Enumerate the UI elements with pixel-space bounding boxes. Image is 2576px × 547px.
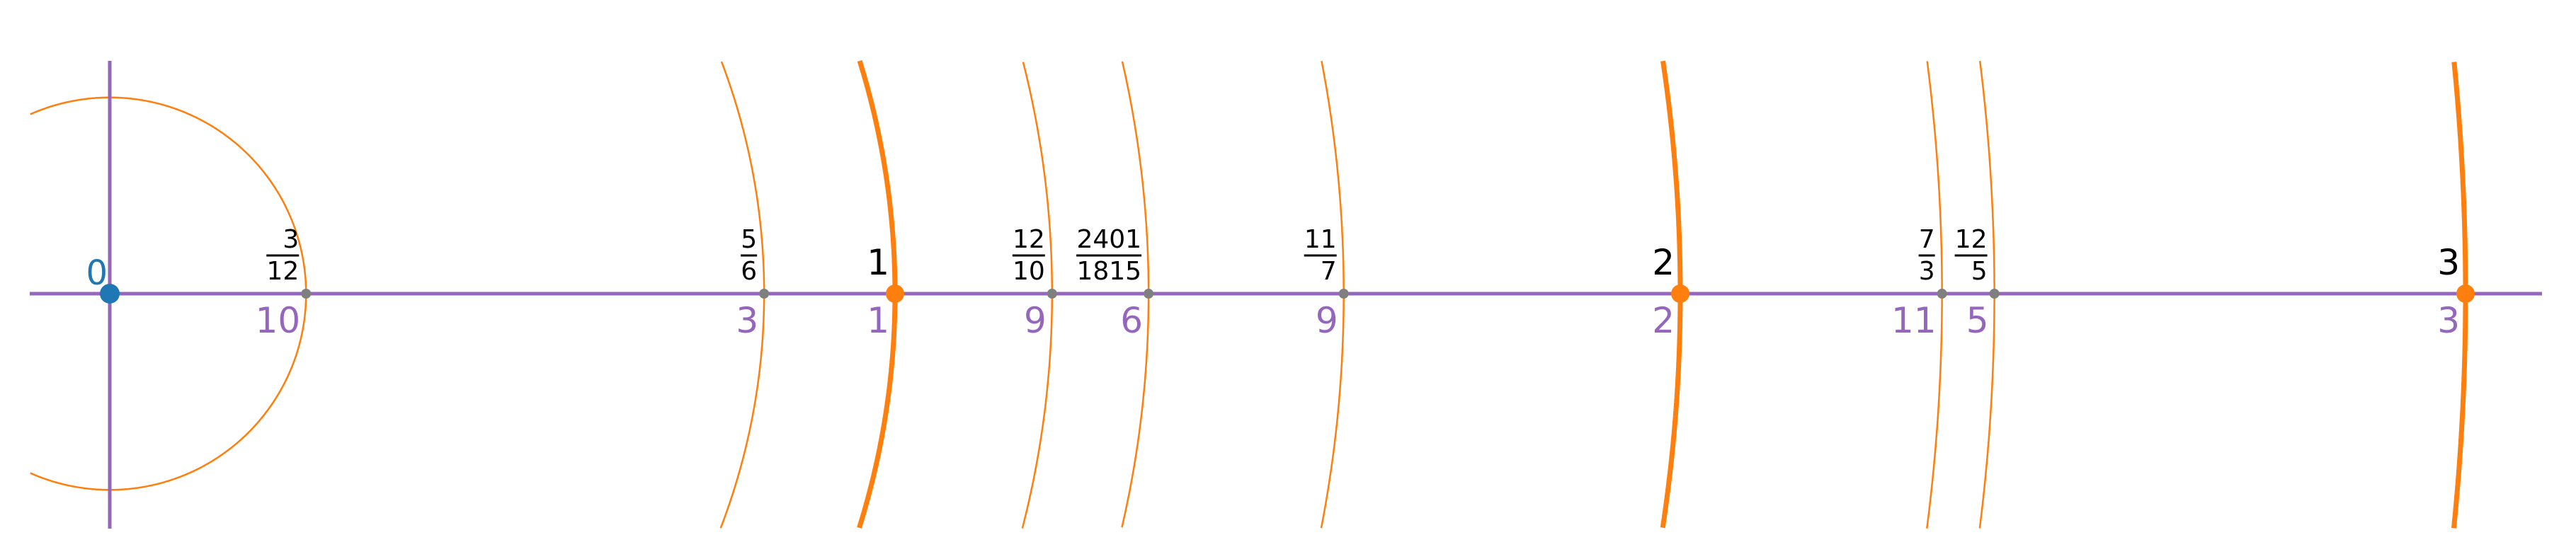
fraction-denominator: 6 (741, 257, 757, 286)
point-label: 1 (867, 242, 889, 283)
index-label: 3 (736, 300, 758, 341)
fraction-numerator: 12 (1013, 225, 1045, 254)
fraction-point (1937, 289, 1947, 299)
fraction-denominator: 3 (1919, 257, 1935, 286)
fraction-denominator: 10 (1013, 257, 1045, 286)
fraction-point (1047, 289, 1057, 299)
index-label: 1 (867, 300, 889, 341)
integer-point (1671, 284, 1689, 303)
origin-point (100, 284, 120, 304)
fraction-point (759, 289, 770, 299)
origin-label: 0 (86, 253, 108, 293)
index-label: 5 (1966, 300, 1989, 341)
index-label: 9 (1316, 300, 1338, 341)
index-label: 10 (256, 300, 301, 341)
fraction-denominator: 1815 (1076, 257, 1141, 286)
integer-point (886, 284, 904, 303)
index-label: 3 (2437, 300, 2460, 341)
point-label: 2 (1652, 242, 1675, 283)
index-label: 6 (1120, 300, 1143, 341)
fraction-point (1144, 289, 1154, 299)
fraction-denominator: 5 (1971, 257, 1988, 286)
fraction-numerator: 3 (283, 225, 299, 254)
fraction-point (1989, 289, 2000, 299)
fraction-denominator: 7 (1321, 257, 1337, 286)
fraction-numerator: 2401 (1076, 225, 1141, 254)
fraction-denominator: 12 (266, 257, 299, 286)
fraction-numerator: 11 (1304, 225, 1337, 254)
index-label: 9 (1024, 300, 1047, 341)
fraction-numerator: 7 (1919, 225, 1935, 254)
index-label: 11 (1891, 300, 1937, 341)
integer-point (2456, 284, 2475, 303)
fraction-numerator: 5 (741, 225, 757, 254)
index-label: 2 (1652, 300, 1675, 341)
fraction-numerator: 12 (1955, 225, 1988, 254)
fraction-point (1338, 289, 1349, 299)
fraction-point (301, 289, 312, 299)
point-label: 3 (2437, 242, 2460, 283)
